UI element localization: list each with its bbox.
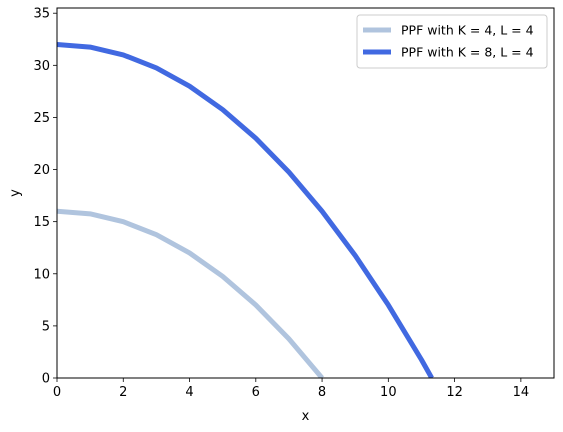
y-tick-label: 35 — [33, 7, 50, 22]
series-layer — [57, 41, 434, 378]
y-tick-label: 10 — [33, 267, 50, 282]
x-tick-label: 0 — [53, 385, 61, 400]
y-tick-label: 0 — [42, 372, 50, 387]
legend-label-1: PPF with K = 4, L = 4 — [401, 23, 534, 38]
x-tick-label: 8 — [318, 385, 326, 400]
legend-frame — [356, 14, 548, 69]
legend: PPF with K = 4, L = 4 PPF with K = 8, L =… — [356, 14, 548, 69]
series-line-2 — [57, 41, 434, 378]
x-axis-label: x — [302, 409, 310, 424]
y-tick-label: 25 — [33, 111, 50, 126]
legend-label-2: PPF with K = 8, L = 4 — [401, 45, 534, 60]
series-line-1 — [57, 208, 324, 378]
x-tick-label: 4 — [185, 385, 193, 400]
x-tick-label: 2 — [119, 385, 127, 400]
y-tick-label: 20 — [33, 163, 50, 178]
x-tick-label: 6 — [252, 385, 260, 400]
y-axis-label: y — [8, 189, 23, 197]
y-tick-label: 15 — [33, 215, 50, 230]
x-tick-label: 10 — [380, 385, 397, 400]
y-tick-label: 5 — [42, 319, 50, 334]
x-tick-label: 14 — [513, 385, 530, 400]
y-tick-label: 30 — [33, 59, 50, 74]
plot-frame — [56, 7, 555, 379]
x-tick-label: 12 — [446, 385, 463, 400]
ticks-layer: 0 2 4 6 8 10 12 14 0 5 10 15 20 25 30 35 — [33, 7, 529, 400]
